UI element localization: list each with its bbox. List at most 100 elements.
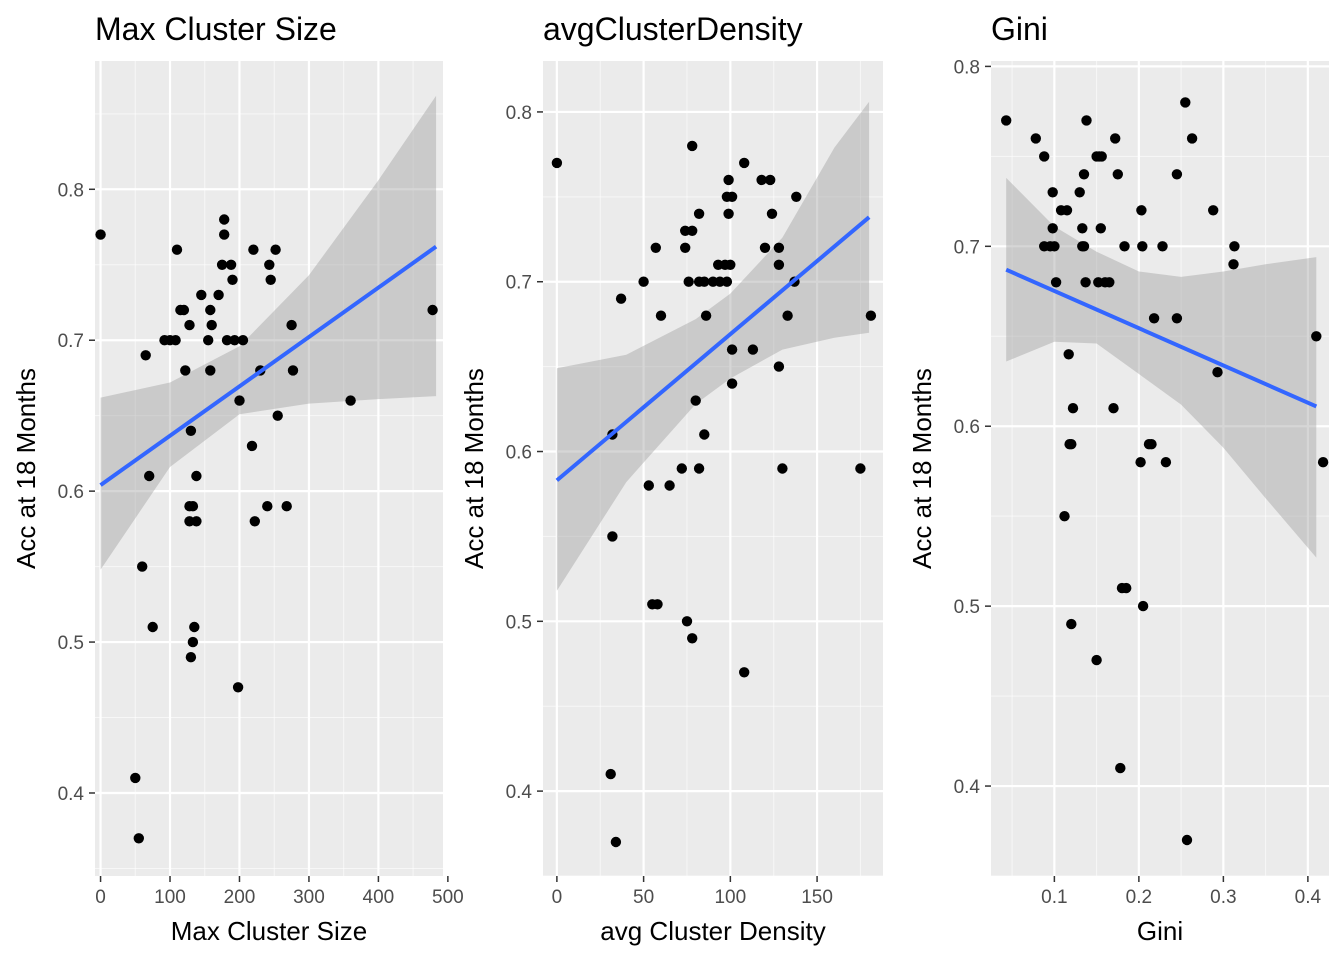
panel-1: 0 100 200 300 400 500 0.4 0.5 0.6 0.7 0.8 Max Clust… bbox=[11, 11, 464, 946]
data-point bbox=[1115, 762, 1126, 774]
data-point bbox=[687, 633, 698, 644]
data-point bbox=[1135, 457, 1146, 468]
y-tick-label: 0.8 bbox=[506, 103, 532, 124]
data-point bbox=[187, 501, 199, 512]
data-point bbox=[264, 259, 275, 270]
data-point bbox=[638, 276, 649, 287]
data-point bbox=[1229, 241, 1240, 252]
x-tick-label: 0 bbox=[95, 887, 106, 908]
data-point bbox=[286, 319, 297, 331]
data-point bbox=[725, 259, 736, 270]
data-point bbox=[650, 242, 661, 253]
data-point bbox=[726, 344, 738, 355]
data-point bbox=[1212, 367, 1223, 378]
y-axis-label: Acc at 18 Months bbox=[907, 368, 937, 569]
x-axis-label: Max Cluster Size bbox=[171, 916, 368, 946]
data-point bbox=[655, 310, 667, 321]
data-point bbox=[1063, 349, 1074, 360]
x-tick-label: 300 bbox=[293, 887, 325, 908]
data-point bbox=[1104, 277, 1115, 288]
y-tick-label: 0.7 bbox=[506, 273, 532, 294]
data-point bbox=[615, 293, 627, 304]
y-tick-label: 0.6 bbox=[506, 443, 532, 464]
data-point bbox=[1160, 457, 1172, 468]
data-point bbox=[791, 191, 802, 202]
data-point bbox=[699, 276, 710, 287]
data-point bbox=[1067, 403, 1079, 414]
data-point bbox=[1081, 115, 1092, 126]
y-tick-label: 0.7 bbox=[954, 237, 980, 258]
y-tick-label: 0.6 bbox=[954, 417, 980, 438]
data-point bbox=[144, 470, 155, 482]
data-point bbox=[693, 463, 705, 474]
confidence-ribbon bbox=[1006, 177, 1317, 558]
y-tick-label: 0.6 bbox=[58, 482, 84, 503]
data-point bbox=[855, 463, 866, 474]
data-point bbox=[1039, 151, 1050, 162]
data-point bbox=[237, 335, 249, 346]
data-point bbox=[652, 599, 663, 610]
data-point bbox=[180, 365, 191, 376]
data-point bbox=[607, 531, 618, 542]
x-tick-label: 0 bbox=[552, 887, 563, 908]
data-point bbox=[246, 440, 258, 452]
regression-line bbox=[99, 245, 438, 487]
data-point bbox=[1208, 205, 1219, 216]
y-tick-label: 0.4 bbox=[954, 777, 981, 798]
data-point bbox=[191, 516, 202, 527]
data-point bbox=[1047, 187, 1058, 198]
x-tick-label: 0.1 bbox=[1041, 887, 1067, 908]
data-point bbox=[140, 350, 151, 361]
data-point bbox=[739, 157, 750, 169]
data-point bbox=[137, 561, 148, 572]
y-axis-label: Acc at 18 Months bbox=[459, 368, 489, 569]
data-point bbox=[1077, 223, 1088, 234]
data-point bbox=[726, 378, 738, 389]
data-point bbox=[605, 768, 616, 780]
data-point bbox=[723, 208, 734, 219]
data-point bbox=[205, 304, 216, 316]
panel-3: 0.1 0.2 0.3 0.4 0.4 0.5 0.6 0.7 0.8 Gini Gini Acc a… bbox=[907, 11, 1329, 946]
data-point bbox=[1095, 223, 1107, 234]
data-point bbox=[1148, 313, 1160, 324]
x-tick-label: 500 bbox=[432, 887, 464, 908]
data-point bbox=[777, 463, 788, 474]
confidence-ribbon bbox=[100, 95, 437, 570]
data-point bbox=[1136, 205, 1147, 216]
data-point bbox=[187, 636, 199, 648]
data-point bbox=[1066, 618, 1077, 630]
x-axis-label: Gini bbox=[1137, 916, 1183, 946]
y-tick-label: 0.4 bbox=[58, 784, 85, 805]
data-point bbox=[1146, 439, 1157, 450]
data-point bbox=[262, 501, 273, 512]
data-point bbox=[726, 191, 738, 202]
data-point bbox=[1050, 277, 1062, 288]
data-point bbox=[643, 480, 654, 491]
data-point bbox=[1110, 133, 1121, 144]
data-point bbox=[683, 276, 694, 287]
data-point bbox=[747, 344, 759, 355]
data-point bbox=[739, 667, 750, 678]
data-point bbox=[687, 225, 698, 236]
data-point bbox=[1157, 241, 1168, 252]
data-point bbox=[766, 208, 778, 219]
data-point bbox=[191, 470, 202, 482]
panel-2: 0 50 100 150 0.4 0.5 0.6 0.7 0.8 avgClusterDensit… bbox=[459, 11, 883, 946]
data-point bbox=[773, 242, 785, 253]
data-point bbox=[265, 274, 276, 285]
data-point bbox=[213, 289, 224, 301]
data-point bbox=[756, 174, 767, 186]
data-point bbox=[287, 365, 299, 376]
data-point bbox=[681, 616, 693, 627]
y-tick-label: 0.8 bbox=[58, 180, 84, 201]
data-point bbox=[184, 319, 195, 331]
data-point bbox=[189, 621, 200, 633]
data-point bbox=[1078, 169, 1090, 180]
x-tick-label: 0.3 bbox=[1210, 887, 1236, 908]
y-tick-label: 0.5 bbox=[506, 612, 532, 633]
data-point bbox=[700, 310, 712, 321]
plot-background bbox=[991, 61, 1329, 876]
data-point bbox=[171, 244, 183, 255]
data-point bbox=[610, 836, 622, 848]
